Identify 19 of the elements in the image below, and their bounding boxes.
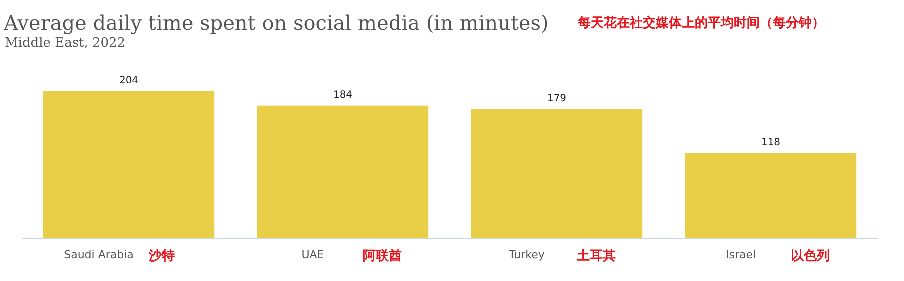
text: 以色列 [791,249,830,264]
x-tick-label: UAE [302,248,324,262]
data-label: 184 [333,90,353,101]
text: 阿联酋 [363,249,402,264]
x-tick-label: Israel [726,248,756,262]
data-label: 204 [119,75,139,86]
text: 土耳其 [576,249,616,264]
chart-title: Average daily time spent on social media (in minutes) [3,11,549,35]
x-tick-label: Saudi Arabia [64,248,134,262]
text: 每天花在社交媒体上的平均时间（每分钟） [577,15,825,31]
bar [471,109,643,238]
bar [43,91,215,238]
chart-subtitle: Middle East, 2022 [5,36,126,51]
data-label: 118 [761,137,781,148]
bar [685,153,857,238]
bar [257,106,429,238]
data-label: 179 [547,93,567,104]
text: 沙特 [148,249,175,264]
x-tick-label: Turkey [508,248,546,262]
